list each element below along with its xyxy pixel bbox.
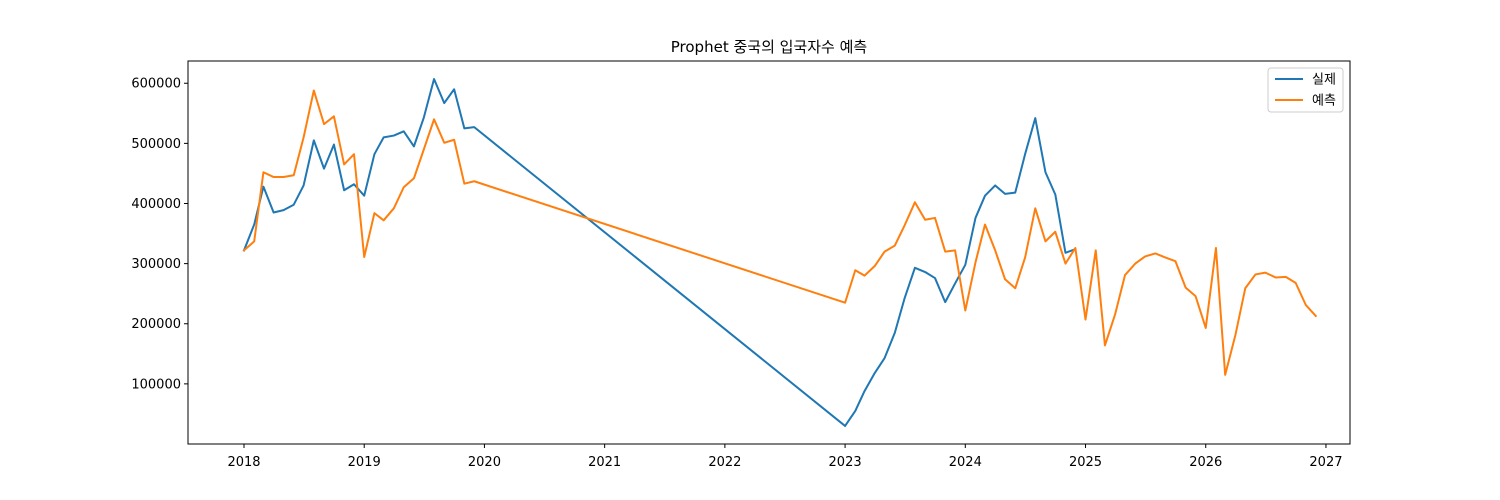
x-tick-label: 2026 — [1189, 455, 1222, 470]
y-tick-label: 200000 — [131, 317, 181, 332]
x-tick-label: 2019 — [348, 455, 381, 470]
x-tick-label: 2020 — [468, 455, 501, 470]
series-line-forecast — [242, 89, 1318, 376]
x-tick-label: 2024 — [949, 455, 982, 470]
x-tick-label: 2025 — [1069, 455, 1102, 470]
chart-title: Prophet 중국의 입국자수 예측 — [671, 38, 867, 56]
x-tick-label: 2023 — [829, 455, 862, 470]
x-axis: 2018 2019 2020 2021 2022 2023 2024 2025 2026 2027 — [227, 444, 1343, 470]
x-tick-label: 2027 — [1309, 455, 1342, 470]
plot-frame — [187, 60, 1351, 445]
x-tick-label: 2018 — [227, 455, 260, 470]
legend-label: 예측 — [1312, 94, 1336, 109]
x-tick-label: 2022 — [708, 455, 741, 470]
series-line-actual — [242, 78, 1077, 427]
y-tick-label: 400000 — [131, 197, 181, 212]
y-tick-label: 500000 — [131, 137, 181, 152]
plot-area — [242, 78, 1318, 427]
y-tick-label: 100000 — [131, 377, 181, 392]
y-tick-label: 300000 — [131, 257, 181, 272]
y-axis: 100000 200000 300000 400000 500000 600000 — [131, 77, 188, 392]
x-tick-label: 2021 — [588, 455, 621, 470]
legend-label: 실제 — [1312, 73, 1336, 88]
y-tick-label: 600000 — [131, 77, 181, 92]
